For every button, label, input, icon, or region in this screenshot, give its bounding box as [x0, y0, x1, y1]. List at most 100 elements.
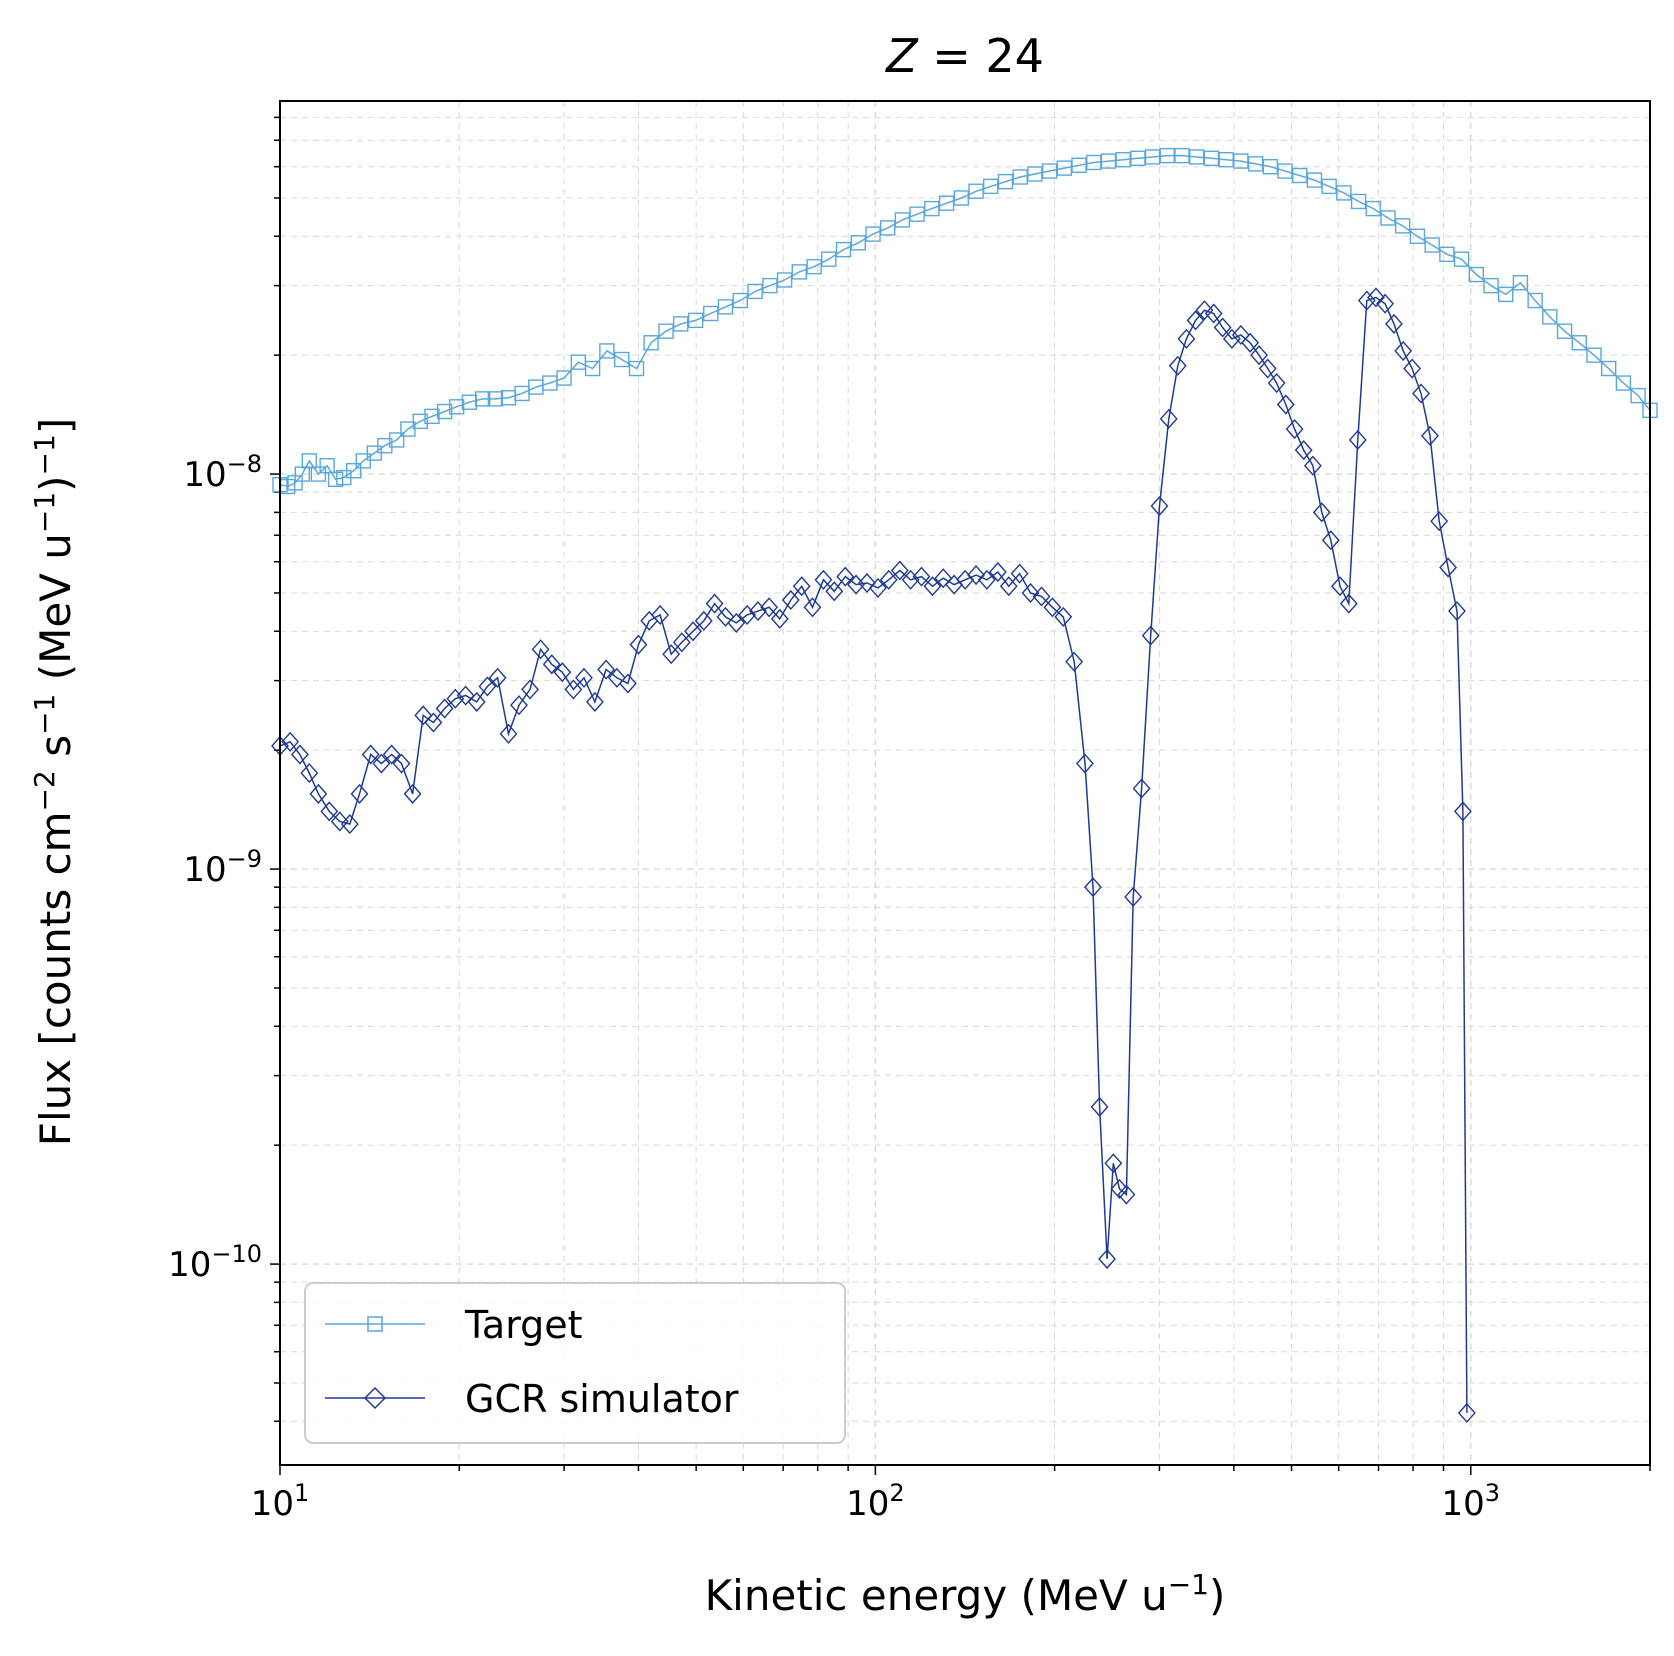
data-point-target	[1615, 375, 1632, 391]
data-point-target	[388, 432, 405, 448]
y-tick-label-exp: −8	[227, 450, 262, 478]
data-point-gcr-simulator	[585, 691, 604, 712]
data-point-gcr-simulator	[803, 597, 822, 618]
y-axis-title-p2: s	[31, 735, 80, 770]
data-point-gcr-simulator	[1357, 290, 1376, 311]
y-tick-label-exp: −9	[227, 845, 262, 873]
data-point-target	[1041, 163, 1058, 179]
data-point-target	[673, 316, 689, 332]
data-point-target	[319, 458, 335, 474]
y-tick-label-base: 10	[168, 1245, 211, 1285]
x-axis-title-sup: −1	[1168, 1568, 1209, 1601]
data-point-target	[556, 370, 572, 386]
data-point-gcr-simulator	[1204, 303, 1223, 324]
data-point-gcr-simulator	[1159, 408, 1178, 429]
data-point-gcr-simulator	[1110, 1178, 1129, 1199]
data-point-target	[1365, 200, 1381, 217]
legend-marker-square-icon	[367, 1316, 383, 1332]
y-axis-title-p4: )	[31, 475, 80, 491]
data-point-target	[584, 360, 601, 377]
data-point-target	[850, 235, 866, 251]
data-point-gcr-simulator	[651, 604, 670, 625]
data-point-gcr-simulator	[1348, 429, 1367, 451]
data-point-gcr-simulator	[760, 597, 779, 618]
data-point-target	[1498, 286, 1514, 303]
data-point-gcr-simulator	[1065, 651, 1084, 672]
data-point-gcr-simulator	[372, 753, 391, 774]
data-point-target	[687, 312, 704, 329]
data-point-gcr-simulator	[1385, 313, 1403, 334]
data-point-gcr-simulator	[1117, 1184, 1136, 1205]
data-point-gcr-simulator	[1150, 495, 1169, 517]
data-point-gcr-simulator	[467, 691, 486, 712]
data-point-gcr-simulator	[1186, 310, 1205, 331]
data-point-gcr-simulator	[694, 610, 713, 631]
data-point-gcr-simulator	[1339, 593, 1358, 614]
x-axis-ticks: 101 102 103	[251, 1465, 1651, 1524]
data-point-gcr-simulator	[1250, 345, 1269, 366]
x-tick-label: 103	[1441, 1479, 1500, 1524]
data-point-gcr-simulator	[727, 612, 746, 633]
data-point-gcr-simulator	[869, 577, 887, 598]
data-point-target	[909, 206, 925, 222]
data-point-target	[1409, 228, 1426, 244]
data-point-gcr-simulator	[901, 569, 920, 590]
data-point-gcr-simulator	[424, 712, 443, 733]
data-point-target	[880, 220, 896, 236]
data-point-target	[1395, 218, 1411, 234]
data-point-target	[1586, 347, 1602, 363]
data-point-gcr-simulator	[1412, 383, 1430, 404]
data-point-target	[1542, 309, 1558, 325]
data-point-target	[448, 399, 465, 415]
legend-box	[304, 1282, 846, 1444]
chart-title: Z = 24	[884, 29, 1044, 83]
data-point-target	[1233, 153, 1249, 169]
data-point-gcr-simulator	[1394, 340, 1413, 361]
data-point-gcr-simulator	[281, 731, 300, 752]
data-point-gcr-simulator	[792, 576, 811, 597]
data-point-gcr-simulator	[290, 744, 309, 765]
data-point-gcr-simulator	[1132, 778, 1151, 799]
legend-entry-target: Target	[325, 1303, 583, 1347]
data-point-target	[1468, 266, 1484, 283]
y-tick-label-base: 10	[183, 850, 226, 890]
data-point-target	[762, 277, 778, 294]
data-point-target	[1630, 387, 1646, 404]
y-tick-label: 10−10	[168, 1240, 262, 1285]
data-point-gcr-simulator	[1294, 440, 1313, 461]
data-point-target	[628, 360, 645, 377]
data-point-target	[1277, 163, 1293, 179]
data-point-target	[1144, 149, 1161, 165]
data-point-gcr-simulator	[1457, 1402, 1476, 1423]
data-point-gcr-simulator	[1241, 332, 1260, 353]
data-point-target	[1483, 277, 1499, 294]
data-point-target	[924, 200, 940, 217]
y-axis-title-p5: ]	[31, 418, 80, 434]
data-point-target	[983, 178, 999, 195]
chart-title-value: = 24	[918, 29, 1044, 83]
data-point-gcr-simulator	[988, 561, 1007, 583]
data-point-gcr-simulator	[340, 814, 359, 835]
y-axis-title-s4: −1	[28, 434, 61, 475]
data-point-gcr-simulator	[403, 783, 422, 804]
data-point-gcr-simulator	[330, 811, 349, 832]
data-point-gcr-simulator	[836, 566, 855, 587]
data-point-gcr-simulator	[392, 753, 411, 774]
grid	[280, 101, 1650, 1465]
data-point-target	[835, 241, 852, 258]
data-point-gcr-simulator	[890, 560, 909, 581]
series-line-target	[279, 154, 1651, 488]
data-point-gcr-simulator	[1032, 586, 1051, 607]
legend-label-gcr-simulator: GCR simulator	[465, 1377, 739, 1421]
data-point-target	[614, 351, 630, 368]
data-point-gcr-simulator	[1043, 597, 1062, 618]
series-layer	[271, 147, 1658, 1423]
x-axis-title: Kinetic energy (MeV u−1)	[705, 1568, 1226, 1621]
data-point-target	[310, 466, 327, 482]
data-point-gcr-simulator	[456, 685, 475, 706]
data-point-gcr-simulator	[618, 673, 637, 694]
data-point-target	[327, 471, 344, 488]
data-point-gcr-simulator	[531, 639, 550, 660]
data-point-gcr-simulator	[488, 667, 507, 688]
data-point-target	[1071, 157, 1087, 173]
